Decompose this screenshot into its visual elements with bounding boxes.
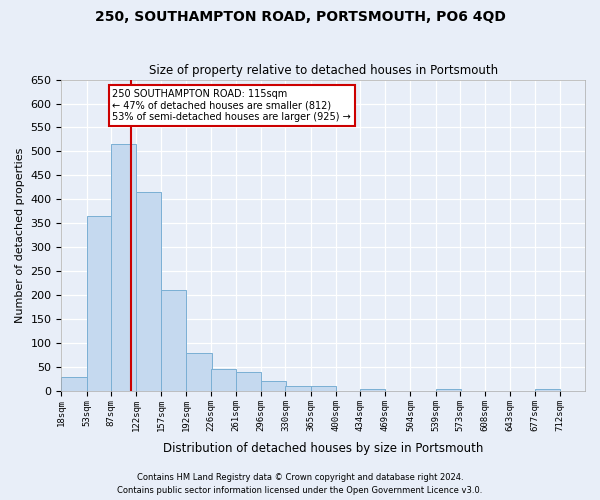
Bar bbox=[261, 382, 286, 391]
Bar bbox=[360, 388, 385, 391]
Bar bbox=[236, 372, 261, 391]
Bar bbox=[111, 144, 136, 391]
Bar bbox=[211, 370, 236, 391]
Bar bbox=[436, 388, 461, 391]
Bar bbox=[311, 386, 336, 391]
Bar bbox=[86, 216, 112, 391]
Y-axis label: Number of detached properties: Number of detached properties bbox=[15, 148, 25, 323]
Bar bbox=[136, 192, 161, 391]
Bar bbox=[535, 388, 560, 391]
X-axis label: Distribution of detached houses by size in Portsmouth: Distribution of detached houses by size … bbox=[163, 442, 484, 455]
Text: Contains HM Land Registry data © Crown copyright and database right 2024.
Contai: Contains HM Land Registry data © Crown c… bbox=[118, 474, 482, 495]
Text: 250 SOUTHAMPTON ROAD: 115sqm
← 47% of detached houses are smaller (812)
53% of s: 250 SOUTHAMPTON ROAD: 115sqm ← 47% of de… bbox=[112, 89, 351, 122]
Title: Size of property relative to detached houses in Portsmouth: Size of property relative to detached ho… bbox=[149, 64, 498, 77]
Bar bbox=[286, 386, 311, 391]
Bar bbox=[187, 352, 212, 391]
Text: 250, SOUTHAMPTON ROAD, PORTSMOUTH, PO6 4QD: 250, SOUTHAMPTON ROAD, PORTSMOUTH, PO6 4… bbox=[95, 10, 505, 24]
Bar bbox=[61, 376, 86, 391]
Bar bbox=[161, 290, 187, 391]
